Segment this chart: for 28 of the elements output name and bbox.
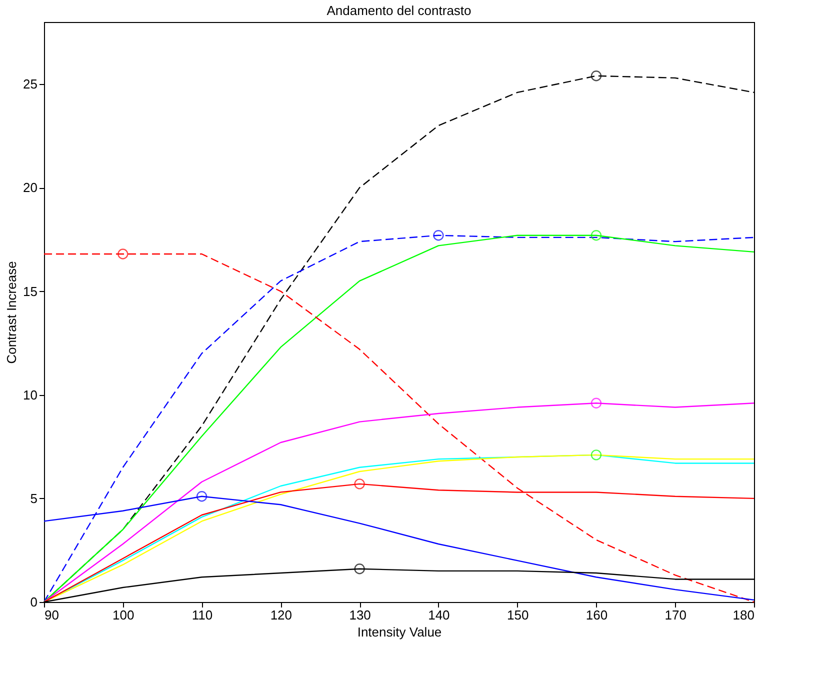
x-tick-label: 100 [112, 608, 134, 622]
point [590, 450, 602, 460]
y-tick-label: 25 [23, 76, 38, 92]
point [354, 478, 365, 490]
chart-title: Andamento del contrasto [326, 3, 472, 18]
x-tick-label: 170 [664, 608, 686, 622]
y-tick-label: 20 [23, 180, 38, 196]
x-tick-label: 130 [349, 608, 371, 622]
point [590, 398, 602, 408]
x-axis-title: Intensity Value [357, 624, 442, 640]
x-tick-label: 160 [586, 608, 608, 622]
point [433, 230, 444, 241]
x-tick-label: 180 [732, 608, 754, 622]
y-tick-label: 15 [23, 284, 38, 299]
x-tick-label: 140 [428, 608, 450, 622]
x-tick-label: 110 [192, 608, 213, 622]
point [590, 70, 602, 82]
point [590, 230, 602, 241]
x-tick-label: 150 [506, 608, 529, 622]
point [118, 248, 128, 260]
y-tick-label: 0 [30, 594, 38, 610]
x-tick-label: 120 [270, 608, 292, 622]
y-tick-label: 10 [23, 387, 38, 402]
y-axis-title: Contrast Increase [4, 261, 20, 364]
point [354, 564, 365, 574]
y-tick-label: 5 [30, 490, 38, 506]
x-tick-label: 90 [44, 608, 59, 622]
point [196, 491, 208, 502]
